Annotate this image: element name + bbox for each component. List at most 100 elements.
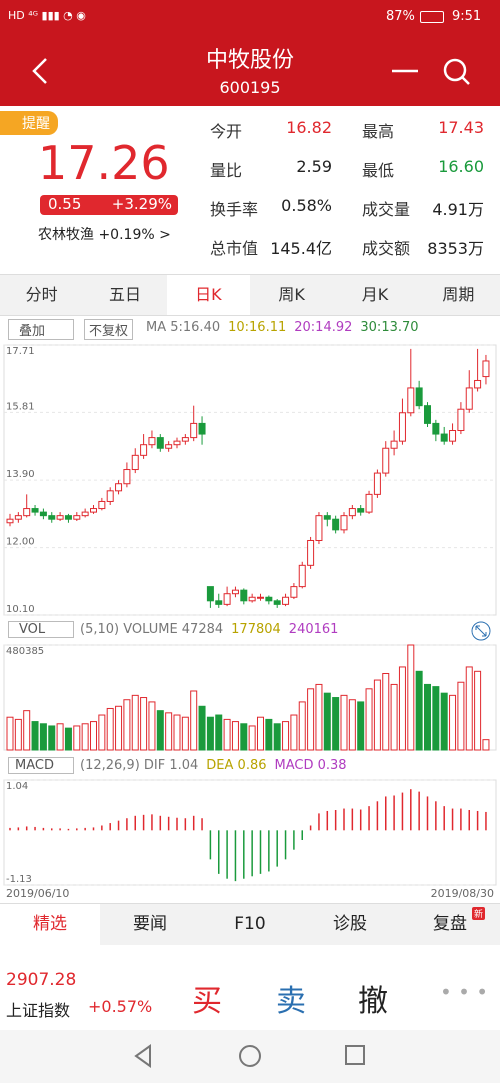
macd-dropdown[interactable]: MACD <box>8 757 74 774</box>
new-badge: 新 <box>472 907 486 920</box>
bottom-tab[interactable]: 精选 <box>0 904 100 945</box>
volume-bar <box>282 721 290 751</box>
volume-bar <box>90 721 97 751</box>
candle-body <box>323 515 331 520</box>
volume-bar <box>23 710 31 751</box>
volume-bar <box>48 725 56 751</box>
buy-button[interactable]: 买 <box>192 984 222 1019</box>
y-tick-label: 12.00 <box>6 537 35 548</box>
clock: 9:51 <box>452 9 482 24</box>
candle-body <box>348 508 356 517</box>
tab[interactable]: 五日 <box>108 285 141 304</box>
legend-item: 177804 <box>231 622 281 637</box>
candle-body <box>231 589 239 595</box>
candle-body <box>90 508 97 513</box>
candle-body <box>257 596 264 599</box>
tab[interactable]: 分时 <box>25 285 58 304</box>
volume-bar <box>56 723 64 751</box>
bottom-tab[interactable]: F10 <box>234 914 266 934</box>
y-tick-label: 13.90 <box>6 469 35 480</box>
candle-body <box>14 515 22 520</box>
stat-label: 换手率 <box>210 200 259 219</box>
candle-body <box>465 387 473 410</box>
tab[interactable]: 日K <box>166 275 250 315</box>
charts: 17.71 15.81 13.90 12.00 10.10 480385 1.04 -1.13 <box>3 344 497 886</box>
bottom-tab[interactable]: 复盘 <box>433 914 467 934</box>
sector[interactable]: 农林牧渔 +0.19% > <box>38 227 171 243</box>
back-button[interactable] <box>28 56 52 86</box>
candle-body <box>148 437 156 446</box>
candle-body <box>298 564 306 588</box>
candle-body <box>432 422 440 435</box>
legend-item: (12,26,9) DIF 1.04 <box>80 758 199 773</box>
legend-item: 20:14.92 <box>294 320 353 335</box>
tab[interactable]: 周K <box>278 285 305 304</box>
stat-label: 最低 <box>362 161 395 180</box>
nav-home[interactable] <box>239 1045 261 1067</box>
change-pct: +3.29% <box>111 195 172 213</box>
status-bar: HD ⁴ᴳ ▮▮▮ ◔ ◉ 87% 9:51 <box>0 0 500 36</box>
candle-body <box>181 437 189 442</box>
volume-bar <box>315 683 323 751</box>
candle-body <box>415 387 423 407</box>
volume-bar <box>6 716 14 751</box>
panel-frame <box>3 779 497 886</box>
candle-body <box>307 539 315 566</box>
stat-value: 145.4亿 <box>270 239 332 258</box>
volume-bar <box>240 723 248 751</box>
volume-bar <box>390 683 398 751</box>
tab[interactable]: 周期 <box>442 285 475 304</box>
candle-body <box>206 586 214 602</box>
volume-bar <box>73 725 81 751</box>
volume-bar <box>123 699 131 751</box>
legend-item: (5,10) VOLUME 47284 <box>80 622 224 637</box>
cancel-button[interactable]: 撤 <box>358 984 388 1019</box>
expand-button[interactable] <box>470 620 492 642</box>
volume-bar <box>39 723 47 751</box>
volume-bar <box>432 686 440 751</box>
candle-body <box>123 469 131 485</box>
alert-badge[interactable]: 提醒 <box>0 111 58 135</box>
volume-bar <box>382 672 390 751</box>
y-tick-label: 15.81 <box>6 401 35 412</box>
candle-body <box>240 589 248 602</box>
stat-label: 最高 <box>362 122 395 141</box>
search-button[interactable] <box>442 58 472 88</box>
volume-bar <box>357 701 365 751</box>
menu-button[interactable] <box>390 56 420 86</box>
y-tick-label: 17.71 <box>6 346 35 357</box>
candle-body <box>273 600 281 605</box>
vol-toolbar: VOL (5,10) VOLUME 47284 177804 240161 <box>0 620 500 642</box>
bottom-tab[interactable]: 要闻 <box>133 914 167 934</box>
candle-body <box>190 422 198 439</box>
candle-body <box>165 444 173 449</box>
legend-item: MA 5:16.40 <box>146 320 221 335</box>
legend-item: 10:16.11 <box>228 320 287 335</box>
volume-bar <box>348 699 356 751</box>
volume-bar <box>307 688 315 751</box>
volume-bar <box>156 710 164 751</box>
volume-bar <box>415 670 423 751</box>
stat-value: 2.59 <box>296 157 332 176</box>
volume-bar <box>290 714 298 751</box>
volume-bar <box>14 718 22 751</box>
legend-item: DEA 0.86 <box>206 758 267 773</box>
stat-value: 4.91万 <box>432 200 484 219</box>
overlay-dropdown[interactable]: 叠加 <box>8 319 74 340</box>
nav-recent[interactable] <box>345 1045 365 1065</box>
vol-dropdown[interactable]: VOL <box>8 621 74 638</box>
sell-button[interactable]: 卖 <box>276 984 306 1019</box>
more-button[interactable]: • • • <box>440 980 489 1004</box>
volume-bar <box>273 723 281 751</box>
tab[interactable]: 月K <box>361 285 389 304</box>
vol-legend: (5,10) VOLUME 47284 177804 240161 <box>80 622 346 637</box>
nav-back[interactable] <box>134 1044 151 1068</box>
stat-label: 成交额 <box>362 239 411 258</box>
y-tick-label: -1.13 <box>6 874 32 885</box>
adjust-button[interactable]: 不复权 <box>84 319 134 340</box>
volume-bar <box>398 666 406 751</box>
stock-code: 600195 <box>219 78 281 97</box>
candle-body <box>156 437 164 449</box>
bottom-tab[interactable]: 诊股 <box>333 914 367 934</box>
